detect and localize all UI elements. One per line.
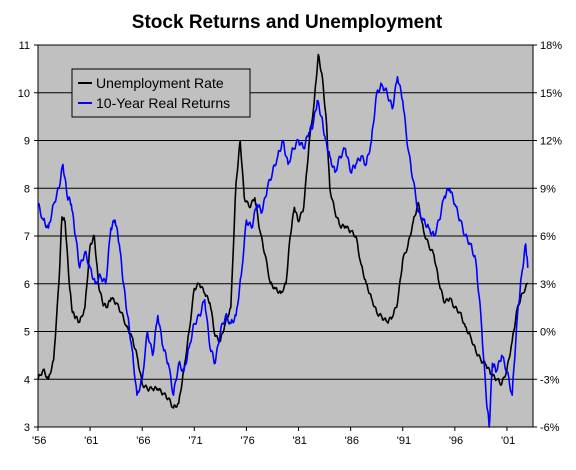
left-axis-tick-label: 6 (24, 279, 30, 291)
right-axis: -6% -3% 0% 3% 6% 9% 12% 15% 18% (533, 40, 562, 434)
chart-title: Stock Returns and Unemployment (132, 12, 443, 33)
legend: Unemployment Rate 10-Year Real Returns (71, 68, 251, 118)
x-axis-tick-label: '71 (188, 435, 202, 447)
right-axis-tick-label: 12% (540, 136, 562, 148)
right-axis-tick-label: -6% (540, 422, 560, 434)
right-axis-tick-label: 15% (540, 88, 562, 100)
x-axis-tick-label: '81 (293, 435, 307, 447)
x-axis-tick-label: '61 (84, 435, 98, 447)
left-axis-tick-label: 11 (19, 40, 30, 52)
legend-box (71, 68, 251, 118)
left-axis-tick-label: 7 (24, 231, 30, 243)
series-layer (37, 53, 529, 428)
series-line-unemployment (37, 53, 529, 409)
left-axis-tick-label: 9 (24, 136, 30, 148)
x-axis-tick-label: '01 (501, 435, 515, 447)
left-axis-tick-label: 10 (18, 88, 30, 100)
x-axis-tick-label: '91 (397, 435, 411, 447)
right-axis-tick-label: 18% (540, 40, 562, 52)
series-line-real-returns (37, 76, 529, 428)
right-axis-tick-label: -3% (540, 374, 560, 386)
x-axis-tick-label: '96 (449, 435, 463, 447)
left-axis-tick-label: 8 (24, 183, 30, 195)
right-axis-tick-label: 6% (540, 231, 556, 243)
left-axis-tick-label: 5 (24, 327, 30, 339)
x-axis: '56 '61 '66 '71 '76 '81 '86 '91 '96 '01 (32, 427, 515, 447)
x-axis-tick-label: '66 (136, 435, 150, 447)
legend-entry-label: 10-Year Real Returns (96, 95, 230, 111)
left-axis-tick-label: 4 (24, 374, 30, 386)
right-axis-tick-label: 3% (540, 279, 556, 291)
right-axis-tick-label: 9% (540, 183, 556, 195)
x-axis-tick-label: '86 (345, 435, 359, 447)
x-axis-tick-label: '56 (32, 435, 46, 447)
right-axis-tick-label: 0% (540, 327, 556, 339)
left-axis: 3 4 5 6 7 8 9 10 11 (18, 40, 38, 434)
left-axis-tick-label: 3 (24, 422, 30, 434)
x-axis-tick-label: '76 (240, 435, 254, 447)
legend-entry-label: Unemployment Rate (96, 75, 224, 91)
